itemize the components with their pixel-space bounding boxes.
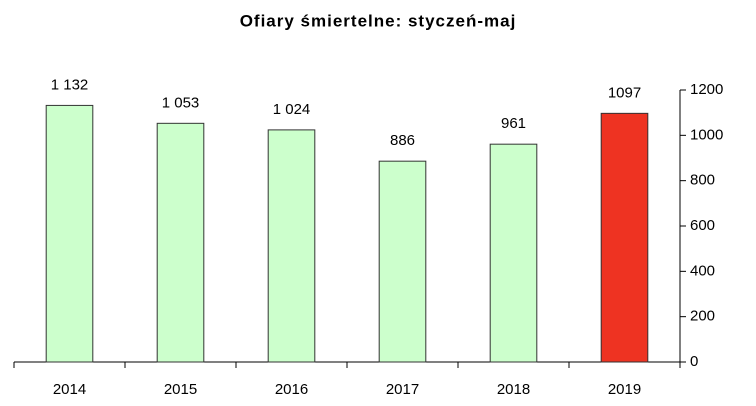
- y-tick-label: 0: [690, 353, 698, 370]
- bar: [45, 104, 94, 363]
- value-label: 1097: [608, 84, 641, 101]
- bar: [378, 160, 427, 363]
- x-tick-label: 2015: [164, 381, 197, 398]
- value-label: 1 024: [273, 101, 311, 118]
- x-tick-label: 2017: [386, 381, 419, 398]
- x-tick-label: 2014: [53, 381, 86, 398]
- x-tick-label: 2018: [497, 381, 530, 398]
- value-label: 1 132: [51, 76, 89, 93]
- value-label: 961: [501, 115, 526, 132]
- y-tick-label: 200: [690, 308, 715, 325]
- y-tick-label: 1200: [690, 81, 723, 98]
- y-tick-label: 400: [690, 262, 715, 279]
- bar: [267, 129, 316, 363]
- bar: [600, 112, 649, 363]
- y-tick-label: 1000: [690, 126, 723, 143]
- x-tick-label: 2016: [275, 381, 308, 398]
- value-label: 1 053: [162, 94, 200, 111]
- bar: [489, 143, 538, 363]
- x-tick-label: 2019: [608, 381, 641, 398]
- bar: [156, 122, 205, 363]
- value-label: 886: [390, 132, 415, 149]
- chart-title: Ofiary śmiertelne: styczeń-maj: [240, 11, 517, 30]
- y-tick-label: 600: [690, 217, 715, 234]
- y-tick-label: 800: [690, 172, 715, 189]
